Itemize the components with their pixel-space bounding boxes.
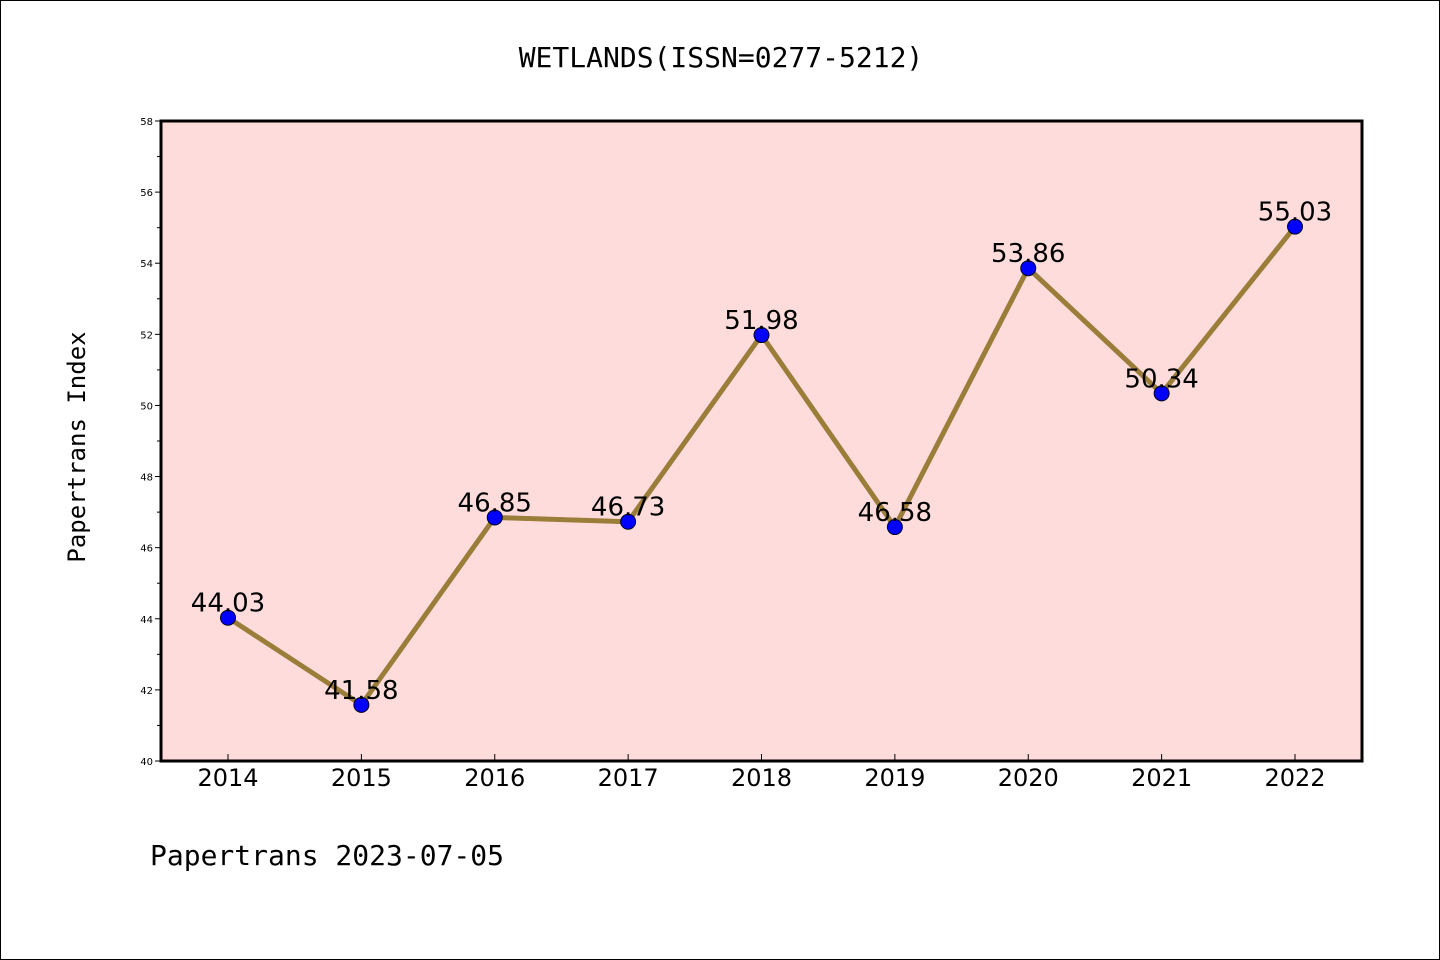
y-tick-label: 58 bbox=[140, 117, 153, 128]
x-tick-label: 2019 bbox=[864, 764, 925, 792]
y-tick-label: 40 bbox=[140, 757, 153, 768]
x-tick-label: 2018 bbox=[731, 764, 792, 792]
plot-border bbox=[159, 119, 1364, 763]
chart-title: WETLANDS(ISSN=0277-5212) bbox=[519, 41, 924, 74]
data-point bbox=[1020, 260, 1037, 277]
data-point bbox=[620, 513, 637, 530]
x-tick-label: 2014 bbox=[197, 764, 258, 792]
y-axis-label: Papertrans Index bbox=[63, 331, 91, 562]
data-point bbox=[220, 609, 236, 626]
y-axis-ticks: 40 42 44 46 48 50 52 54 56 58 bbox=[140, 117, 161, 768]
data-point bbox=[1153, 385, 1170, 402]
data-point bbox=[753, 327, 770, 344]
y-tick-label: 52 bbox=[140, 330, 153, 341]
y-tick-label: 42 bbox=[140, 686, 153, 697]
data-label: 41.58 bbox=[324, 676, 398, 706]
y-tick-label: 56 bbox=[140, 188, 153, 199]
data-label: 55.03 bbox=[1258, 198, 1332, 228]
data-label: 46.58 bbox=[858, 498, 932, 528]
data-point bbox=[486, 509, 503, 526]
data-labels: 44.03 41.58 46.85 46.73 51.98 46.58 53.86 50.34… bbox=[191, 198, 1332, 706]
data-label: 50.34 bbox=[1124, 364, 1198, 394]
x-tick-label: 2016 bbox=[464, 764, 525, 792]
y-tick-label: 46 bbox=[140, 544, 153, 555]
data-label: 44.03 bbox=[191, 589, 265, 619]
x-axis-ticks: 2014 2015 2016 2017 2018 2019 2020 2021 2022 bbox=[197, 754, 1326, 792]
y-tick-label: 50 bbox=[140, 401, 153, 412]
data-label: 51.98 bbox=[724, 306, 798, 336]
x-tick-label: 2015 bbox=[331, 764, 392, 792]
footer-text: Papertrans 2023-07-05 bbox=[150, 839, 504, 872]
x-tick-label: 2021 bbox=[1131, 764, 1192, 792]
y-tick-label: 44 bbox=[140, 615, 153, 626]
data-label: 46.73 bbox=[591, 493, 665, 523]
data-point bbox=[1287, 218, 1303, 235]
x-tick-label: 2020 bbox=[998, 764, 1059, 792]
data-label: 46.85 bbox=[458, 488, 532, 518]
data-point bbox=[886, 519, 903, 536]
data-label: 53.86 bbox=[991, 239, 1065, 269]
data-point bbox=[353, 696, 370, 713]
plot-area bbox=[161, 121, 1362, 761]
x-tick-label: 2022 bbox=[1264, 764, 1325, 792]
y-tick-label: 54 bbox=[140, 259, 153, 270]
y-tick-label: 48 bbox=[140, 473, 153, 484]
data-markers bbox=[220, 218, 1303, 713]
x-tick-label: 2017 bbox=[598, 764, 659, 792]
